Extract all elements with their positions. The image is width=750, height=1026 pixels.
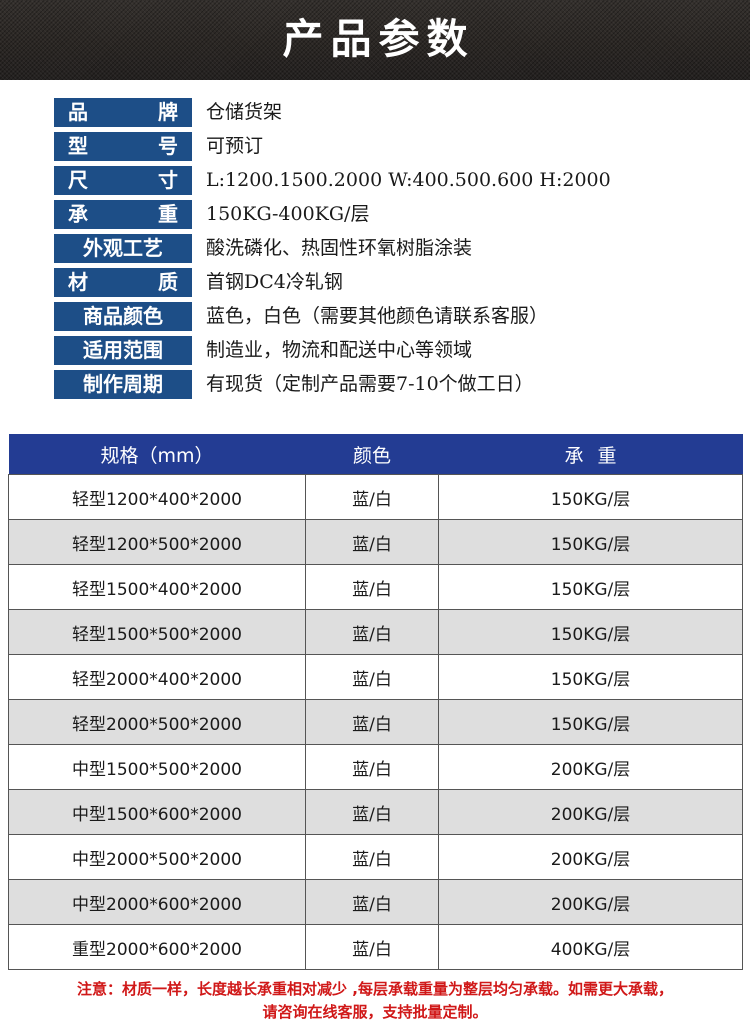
spec-label: 品牌	[54, 98, 192, 127]
table-cell-spec: 中型1500*600*2000	[8, 789, 306, 835]
column-header-color: 颜色	[305, 434, 439, 475]
table-cell-load: 150KG/层	[438, 519, 743, 565]
spec-label-char: 承	[68, 202, 88, 226]
spec-label-char: 型	[68, 134, 88, 158]
table-row: 轻型1500*400*2000 蓝/白 150KG/层	[8, 564, 743, 610]
spec-row: 制作周期 有现货（定制产品需要7-10个做工日）	[0, 370, 750, 402]
footer-note-line-2: 请咨询在线客服，支持批量定制。	[262, 1003, 488, 1021]
table-header-row: 规格（mm） 颜色 承 重	[8, 434, 743, 475]
spec-row: 品牌仓储货架	[0, 98, 750, 130]
table-row: 中型2000*500*2000 蓝/白 200KG/层	[8, 834, 743, 880]
table-row: 轻型2000*500*2000 蓝/白 150KG/层	[8, 699, 743, 745]
page-title: 产品参数	[282, 14, 475, 63]
table-cell-load: 150KG/层	[438, 564, 743, 610]
spec-table: 规格（mm） 颜色 承 重 轻型1200*400*2000 蓝/白 150KG/层轻…	[8, 434, 743, 970]
spec-value: 制造业，物流和配送中心等领域	[206, 339, 473, 361]
spec-label-char: 重	[158, 202, 178, 226]
spec-label-char: 质	[158, 270, 178, 294]
table-cell-load: 150KG/层	[438, 474, 743, 520]
table-cell-load: 200KG/层	[438, 879, 743, 925]
spec-value: 150KG-400KG/层	[206, 203, 370, 225]
spec-label-char: 号	[158, 134, 178, 158]
table-cell-color: 蓝/白	[305, 789, 439, 835]
spec-table-header: 规格（mm） 颜色 承 重	[8, 434, 743, 475]
spec-value: 有现货（定制产品需要7-10个做工日）	[206, 373, 534, 395]
table-cell-load: 200KG/层	[438, 834, 743, 880]
table-cell-spec: 中型1500*500*2000	[8, 744, 306, 790]
spec-label-char: 尺	[68, 168, 88, 192]
spec-label: 适用范围	[54, 336, 192, 365]
footer-note-line-1: 注意：材质一样，长度越长承重相对减少 ,每层承载重量为整层均匀承载。如需更大承载…	[77, 980, 673, 998]
table-cell-color: 蓝/白	[305, 609, 439, 655]
spec-row: 尺寸 L:1200.1500.2000 W:400.500.600 H:2000	[0, 166, 750, 198]
table-row: 中型1500*500*2000 蓝/白 200KG/层	[8, 744, 743, 790]
table-row: 中型1500*600*2000 蓝/白 200KG/层	[8, 789, 743, 835]
table-cell-color: 蓝/白	[305, 834, 439, 880]
spec-row: 材质首钢DC4冷轧钢	[0, 268, 750, 300]
table-cell-spec: 轻型1200*400*2000	[8, 474, 306, 520]
spec-label-char: 品	[68, 100, 88, 124]
table-cell-spec: 轻型2000*400*2000	[8, 654, 306, 700]
table-cell-color: 蓝/白	[305, 654, 439, 700]
spec-label-char: 牌	[158, 100, 178, 124]
table-cell-color: 蓝/白	[305, 699, 439, 745]
table-cell-color: 蓝/白	[305, 519, 439, 565]
spec-label: 商品颜色	[54, 302, 192, 331]
table-cell-color: 蓝/白	[305, 564, 439, 610]
spec-label: 承重	[54, 200, 192, 229]
table-cell-load: 150KG/层	[438, 654, 743, 700]
table-cell-spec: 中型2000*500*2000	[8, 834, 306, 880]
spec-value: 蓝色，白色（需要其他颜色请联系客服）	[206, 305, 549, 327]
table-cell-color: 蓝/白	[305, 474, 439, 520]
table-cell-load: 150KG/层	[438, 609, 743, 655]
product-spec-list: 品牌仓储货架型号可预订尺寸 L:1200.1500.2000 W:400.500.…	[0, 98, 750, 404]
table-cell-spec: 中型2000*600*2000	[8, 879, 306, 925]
table-cell-spec: 轻型2000*500*2000	[8, 699, 306, 745]
table-cell-spec: 轻型1200*500*2000	[8, 519, 306, 565]
spec-value: L:1200.1500.2000 W:400.500.600 H:2000	[206, 169, 611, 191]
spec-row: 适用范围 制造业，物流和配送中心等领域	[0, 336, 750, 368]
table-row: 轻型1500*500*2000 蓝/白 150KG/层	[8, 609, 743, 655]
table-cell-load: 200KG/层	[438, 744, 743, 790]
table-cell-load: 200KG/层	[438, 789, 743, 835]
spec-table-body: 轻型1200*400*2000 蓝/白 150KG/层 轻型1200*500*2000…	[8, 474, 743, 970]
table-cell-spec: 重型2000*600*2000	[8, 924, 306, 970]
spec-label-char: 寸	[158, 168, 178, 192]
spec-label: 外观工艺	[54, 234, 192, 263]
spec-value: 首钢DC4冷轧钢	[206, 271, 343, 293]
table-row: 轻型1200*400*2000 蓝/白 150KG/层	[8, 474, 743, 520]
spec-label: 制作周期	[54, 370, 192, 399]
spec-value: 仓储货架	[206, 101, 283, 123]
table-row: 重型2000*600*2000 蓝/白 400KG/层	[8, 924, 743, 970]
table-cell-load: 150KG/层	[438, 699, 743, 745]
footer-note: 注意：材质一样，长度越长承重相对减少 ,每层承载重量为整层均匀承载。如需更大承载…	[0, 978, 750, 1024]
spec-label-char: 材	[68, 270, 88, 294]
spec-label: 型号	[54, 132, 192, 161]
spec-label: 尺寸	[54, 166, 192, 195]
table-cell-spec: 轻型1500*400*2000	[8, 564, 306, 610]
spec-row: 型号可预订	[0, 132, 750, 164]
table-row: 中型2000*600*2000 蓝/白 200KG/层	[8, 879, 743, 925]
table-row: 轻型1200*500*2000 蓝/白 150KG/层	[8, 519, 743, 565]
spec-row: 商品颜色 蓝色，白色（需要其他颜色请联系客服）	[0, 302, 750, 334]
spec-label: 材质	[54, 268, 192, 297]
table-row: 轻型2000*400*2000 蓝/白 150KG/层	[8, 654, 743, 700]
spec-value: 酸洗磷化、热固性环氧树脂涂装	[206, 237, 473, 259]
page-header-banner: 产品参数	[0, 0, 750, 80]
spec-row: 外观工艺 酸洗磷化、热固性环氧树脂涂装	[0, 234, 750, 266]
spec-row: 承重 150KG-400KG/层	[0, 200, 750, 232]
column-header-load: 承 重	[438, 434, 743, 475]
table-cell-color: 蓝/白	[305, 924, 439, 970]
table-cell-load: 400KG/层	[438, 924, 743, 970]
column-header-spec: 规格（mm）	[8, 434, 306, 475]
table-cell-color: 蓝/白	[305, 744, 439, 790]
table-cell-spec: 轻型1500*500*2000	[8, 609, 306, 655]
spec-value: 可预订	[206, 135, 264, 157]
table-cell-color: 蓝/白	[305, 879, 439, 925]
